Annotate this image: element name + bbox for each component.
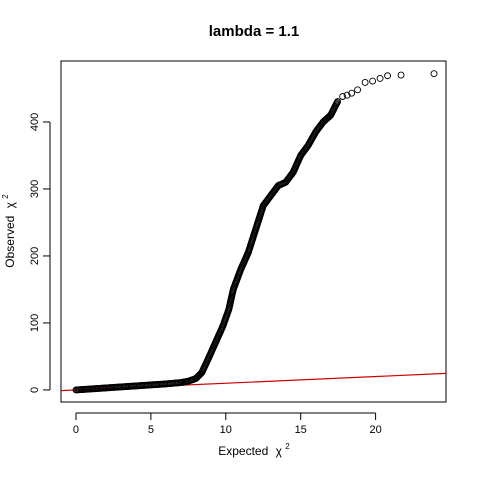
x-axis: 0 5 10 15 20 [73,412,382,436]
data-point-389 [430,70,438,78]
x-tick-label-15: 15 [295,424,307,436]
chart-title: lambda = 1.1 [209,23,299,40]
y-tick-label-0: 0 [29,387,41,393]
x-axis-label: Expected χ 2 [218,442,290,458]
data-point-380 [339,93,347,100]
data-point-383 [354,86,362,94]
x-axis-label-text: Expected [218,444,268,458]
points-layer [72,70,438,394]
y-tick-label-300: 300 [29,180,41,198]
y-axis-label: Observed χ 2 [1,194,17,268]
data-point-385 [369,77,377,85]
x-tick-label-20: 20 [369,424,381,436]
y-tick-label-200: 200 [29,247,41,265]
x-tick-label-10: 10 [220,424,232,436]
y-tick-label-400: 400 [29,113,41,131]
data-point-386 [376,74,384,82]
y-axis-label-superscript: 2 [1,194,10,199]
y-axis-label-text: Observed [3,216,17,268]
x-axis-label-symbol: χ [276,444,283,458]
data-point-381 [343,91,351,99]
x-tick-label-0: 0 [73,424,79,436]
data-point-382 [348,89,356,97]
data-point-387 [384,72,392,80]
data-point-388 [397,71,405,79]
data-point-379 [334,98,342,106]
y-axis-label-symbol: χ [3,201,17,208]
plot-frame [60,60,447,403]
x-tick-label-5: 5 [148,424,154,436]
y-tick-label-100: 100 [29,314,41,332]
x-axis-label-superscript: 2 [285,442,290,451]
data-point-384 [361,78,369,86]
y-axis: 0 100 200 300 400 [29,113,51,393]
